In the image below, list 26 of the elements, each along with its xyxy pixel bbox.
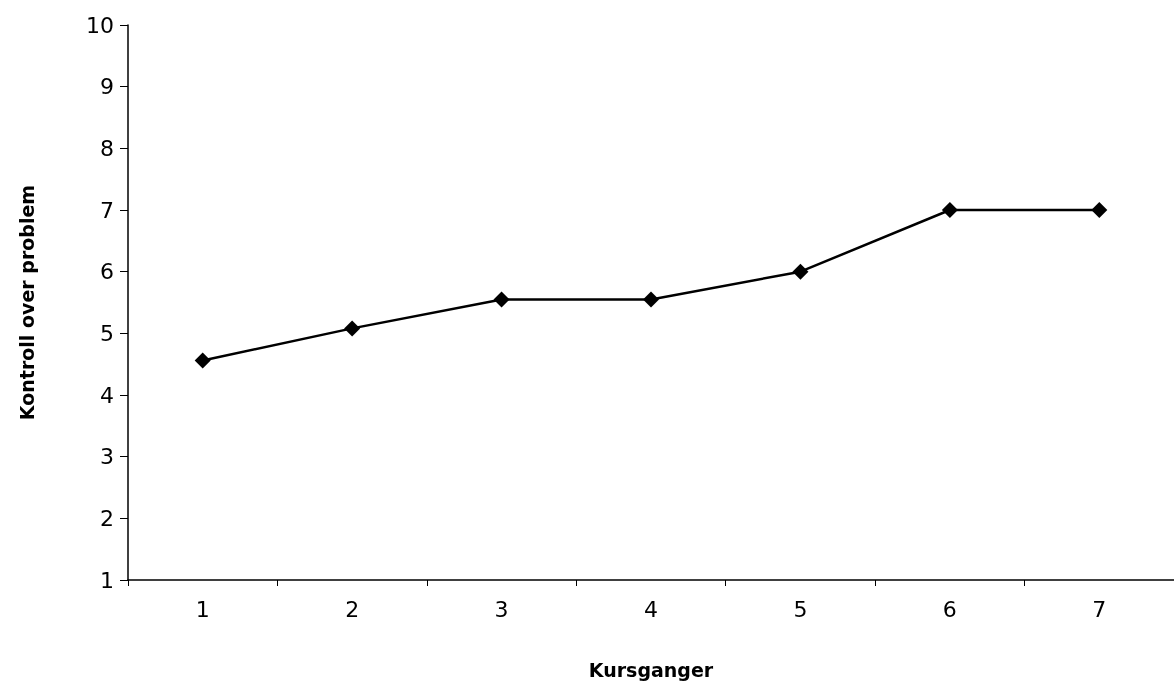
y-axis-title: Kontroll over problem xyxy=(15,184,38,421)
point xyxy=(643,291,659,308)
x-axis-title: Kursganger xyxy=(588,658,714,681)
x-tick-label: 5 xyxy=(793,596,808,622)
y-tick-label: 10 xyxy=(86,12,114,38)
y-tick-label: 2 xyxy=(100,505,114,531)
point xyxy=(1091,202,1108,218)
y-tick-label: 4 xyxy=(100,382,114,408)
point xyxy=(792,263,809,280)
x-tick-label: 4 xyxy=(644,596,658,622)
x-tick-label: 1 xyxy=(195,596,210,622)
x-tick-label: 2 xyxy=(345,596,360,622)
point xyxy=(941,202,958,218)
x-tick-label: 7 xyxy=(1092,596,1107,622)
y-tick-label: 3 xyxy=(100,444,114,470)
y-tick-label: 6 xyxy=(100,259,114,285)
point xyxy=(493,291,510,308)
point xyxy=(344,320,361,337)
point xyxy=(194,352,211,369)
y-tick-label: 8 xyxy=(100,135,114,161)
y-tick-label: 9 xyxy=(100,74,114,100)
x-tick-label: 3 xyxy=(494,596,509,622)
y-tick-label: 7 xyxy=(100,197,114,223)
y-tick-label: 1 xyxy=(100,567,114,593)
x-tick-label: 6 xyxy=(942,596,957,622)
y-tick-label: 5 xyxy=(100,320,114,346)
